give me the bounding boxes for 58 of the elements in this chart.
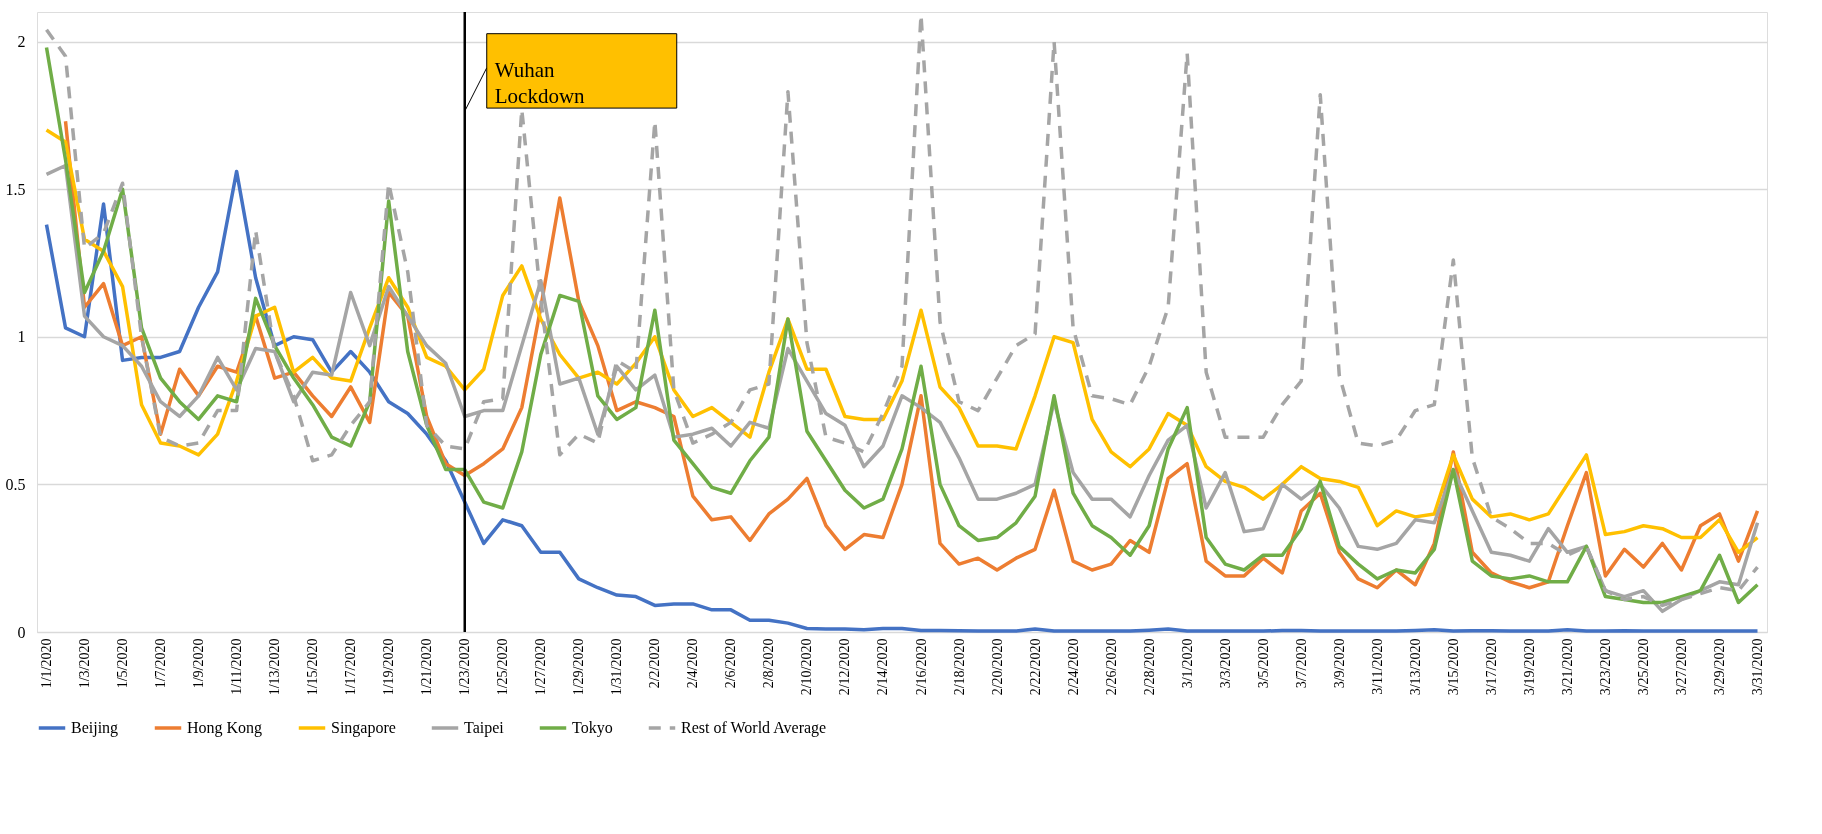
x-tick-label: 1/3/2020 bbox=[77, 638, 93, 689]
y-tick-label: 1.5 bbox=[5, 180, 26, 198]
y-tick-label: 1 bbox=[17, 328, 26, 346]
x-tick-label: 3/23/2020 bbox=[1597, 638, 1613, 696]
x-tick-label: 2/6/2020 bbox=[723, 638, 739, 689]
x-tick-label: 2/10/2020 bbox=[799, 638, 815, 696]
x-tick-label: 2/26/2020 bbox=[1103, 638, 1119, 696]
x-tick-label: 3/7/2020 bbox=[1293, 638, 1309, 689]
x-tick-label: 1/11/2020 bbox=[229, 638, 245, 695]
legend-label: Hong Kong bbox=[187, 719, 263, 737]
x-tick-label: 2/2/2020 bbox=[647, 638, 663, 689]
legend-label: Tokyo bbox=[572, 719, 613, 737]
legend-label: Beijing bbox=[71, 719, 119, 737]
x-tick-label: 1/29/2020 bbox=[571, 638, 587, 696]
x-tick-label: 2/22/2020 bbox=[1027, 638, 1043, 696]
x-tick-label: 3/27/2020 bbox=[1673, 638, 1689, 696]
x-tick-label: 1/7/2020 bbox=[153, 638, 169, 689]
legend-label: Singapore bbox=[331, 719, 396, 737]
x-tick-label: 3/13/2020 bbox=[1407, 638, 1423, 696]
x-tick-label: 2/12/2020 bbox=[837, 638, 853, 696]
x-tick-label: 1/17/2020 bbox=[343, 638, 359, 696]
x-tick-label: 1/5/2020 bbox=[115, 638, 131, 689]
x-tick-label: 2/4/2020 bbox=[685, 638, 701, 689]
x-tick-label: 2/16/2020 bbox=[913, 638, 929, 696]
x-tick-label: 2/8/2020 bbox=[761, 638, 777, 689]
x-tick-label: 3/11/2020 bbox=[1369, 638, 1385, 695]
legend-label: Taipei bbox=[464, 719, 505, 737]
x-tick-label: 1/23/2020 bbox=[457, 638, 473, 696]
x-tick-label: 1/13/2020 bbox=[267, 638, 283, 696]
x-tick-label: 1/31/2020 bbox=[609, 638, 625, 696]
x-tick-label: 2/14/2020 bbox=[875, 638, 891, 696]
x-tick-label: 3/9/2020 bbox=[1331, 638, 1347, 689]
y-tick-label: 0 bbox=[17, 623, 26, 641]
x-tick-label: 2/18/2020 bbox=[951, 638, 967, 696]
x-tick-label: 1/9/2020 bbox=[191, 638, 207, 689]
x-tick-label: 3/21/2020 bbox=[1559, 638, 1575, 696]
x-tick-label: 2/28/2020 bbox=[1141, 638, 1157, 696]
x-tick-label: 3/29/2020 bbox=[1711, 638, 1727, 696]
x-tick-label: 3/15/2020 bbox=[1445, 638, 1461, 696]
x-tick-label: 3/25/2020 bbox=[1635, 638, 1651, 696]
x-tick-label: 3/31/2020 bbox=[1749, 638, 1765, 696]
x-tick-label: 3/19/2020 bbox=[1521, 638, 1537, 696]
x-tick-label: 3/1/2020 bbox=[1179, 638, 1195, 689]
x-tick-label: 3/17/2020 bbox=[1483, 638, 1499, 696]
y-tick-label: 2 bbox=[17, 33, 26, 51]
legend-label: Rest of World Average bbox=[681, 719, 827, 737]
x-tick-label: 1/1/2020 bbox=[39, 638, 55, 689]
x-tick-label: 1/27/2020 bbox=[533, 638, 549, 696]
x-tick-label: 3/3/2020 bbox=[1217, 638, 1233, 689]
ref-line-label: Wuhan Lockdown bbox=[494, 57, 586, 108]
x-tick-label: 2/24/2020 bbox=[1065, 638, 1081, 696]
x-tick-label: 1/25/2020 bbox=[495, 638, 511, 696]
y-tick-label: 0.5 bbox=[5, 475, 26, 493]
x-tick-label: 1/19/2020 bbox=[381, 638, 397, 696]
x-tick-label: 3/5/2020 bbox=[1255, 638, 1271, 689]
x-tick-label: 1/15/2020 bbox=[305, 638, 321, 696]
x-tick-label: 2/20/2020 bbox=[989, 638, 1005, 696]
x-tick-label: 1/21/2020 bbox=[419, 638, 435, 696]
